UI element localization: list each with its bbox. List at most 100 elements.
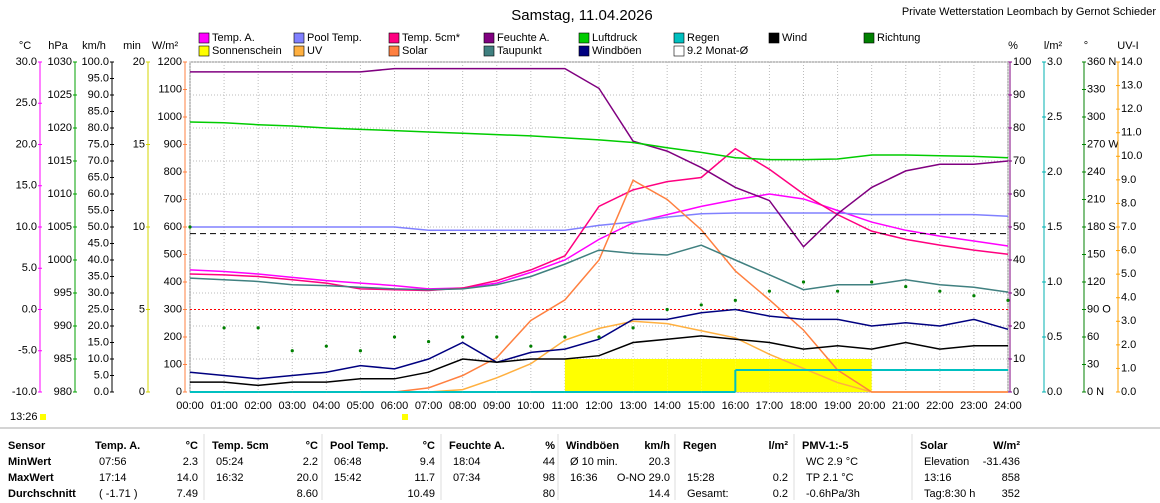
y-tick-label: 0 N xyxy=(1087,386,1104,398)
x-tick-label: 10:00 xyxy=(517,400,545,412)
x-tick-label: 21:00 xyxy=(892,400,920,412)
cell-value: 14.0 xyxy=(177,472,198,484)
cell-label: 15:28 xyxy=(687,472,715,484)
y-tick-label: 700 xyxy=(164,193,182,205)
axis-title: ° xyxy=(1084,40,1088,52)
y-tick-label: 2.5 xyxy=(1047,111,1062,123)
legend-swatch xyxy=(578,32,590,44)
legend-label: Taupunkt xyxy=(497,45,542,57)
x-tick-label: 18:00 xyxy=(790,400,818,412)
y-tick-label: 900 xyxy=(164,138,182,150)
series-line xyxy=(190,212,1009,232)
legend-label: UV xyxy=(307,45,323,57)
cell-label: 18:04 xyxy=(453,456,481,468)
legend-swatch xyxy=(198,45,210,57)
y-tick-label: 1.0 xyxy=(1121,362,1136,374)
direction-dot xyxy=(256,326,260,330)
cell-value: 2.3 xyxy=(183,456,198,468)
direction-dot xyxy=(461,335,465,339)
y-tick-label: 1000 xyxy=(158,111,182,123)
y-tick-label: 210 xyxy=(1087,193,1105,205)
direction-dot xyxy=(290,349,294,353)
cell-label: -0.6hPa/3h xyxy=(806,488,860,500)
y-tick-label: 1200 xyxy=(158,56,182,68)
x-tick-label: 00:00 xyxy=(176,400,204,412)
cell-value: 44 xyxy=(543,456,555,468)
legend-label: Luftdruck xyxy=(592,32,638,44)
x-tick-label: 19:00 xyxy=(824,400,852,412)
cell-value: O-NO 29.0 xyxy=(617,472,670,484)
direction-dot xyxy=(665,307,669,312)
cell-label: 07:34 xyxy=(453,472,481,484)
y-tick-label: 15.0 xyxy=(88,336,109,348)
x-tick-label: 14:00 xyxy=(653,400,681,412)
y-tick-label: 11.0 xyxy=(1121,127,1142,139)
y-tick-label: 1015 xyxy=(48,155,72,167)
y-tick-label: 8.0 xyxy=(1121,197,1136,209)
cell-value: 7.49 xyxy=(177,488,198,500)
legend-swatch xyxy=(293,45,305,57)
x-tick-label: 02:00 xyxy=(244,400,272,412)
sunshine-bar xyxy=(564,359,599,392)
x-tick-label: 04:00 xyxy=(313,400,341,412)
row-label: Durchschnitt xyxy=(8,488,76,500)
cell-label: 16:36 xyxy=(570,472,598,484)
direction-dot xyxy=(631,326,635,330)
axis-title: km/h xyxy=(82,40,106,52)
current-time: 13:26 xyxy=(10,411,38,423)
cell-value: 8.60 xyxy=(297,488,318,500)
cell-label: TP 2.1 °C xyxy=(806,472,854,484)
y-tick-label: 10.0 xyxy=(1121,150,1142,162)
direction-dot xyxy=(733,298,737,302)
axis-title: hPa xyxy=(48,40,68,52)
y-tick-label: 360 N xyxy=(1087,56,1116,68)
y-tick-label: 600 xyxy=(164,221,182,233)
cell-label: Elevation xyxy=(924,456,969,468)
column-header: Temp. 5cm xyxy=(212,440,269,452)
direction-dot xyxy=(835,289,840,293)
x-tick-label: 24:00 xyxy=(994,400,1022,412)
series-line xyxy=(190,67,1009,248)
y-tick-label: 2.0 xyxy=(1121,339,1136,351)
y-tick-label: 9.0 xyxy=(1121,174,1136,186)
column-header: Pool Temp. xyxy=(330,440,388,452)
cell-label: Tag:8:30 h xyxy=(924,488,975,500)
x-tick-label: 13:00 xyxy=(619,400,647,412)
y-tick-label: 3.0 xyxy=(1047,56,1062,68)
y-tick-label: 200 xyxy=(164,331,182,343)
column-header: Feuchte A. xyxy=(449,440,505,452)
series-line xyxy=(190,335,1008,387)
y-tick-label: 5.0 xyxy=(1121,268,1136,280)
series-line xyxy=(189,121,1009,161)
sunshine-bar xyxy=(735,359,770,392)
cell-value: 20.3 xyxy=(649,456,670,468)
x-tick-label: 22:00 xyxy=(926,400,954,412)
direction-dot xyxy=(324,344,328,348)
sunshine-bar xyxy=(599,359,634,392)
cell-label: ( -1.71 ) xyxy=(99,488,138,500)
x-tick-label: 03:00 xyxy=(278,400,306,412)
row-label: MaxWert xyxy=(8,472,54,484)
y-tick-label: 90.0 xyxy=(88,89,109,101)
y-tick-label: 45.0 xyxy=(88,237,109,249)
cell-label: Gesamt: xyxy=(687,488,729,500)
y-tick-label: 30.0 xyxy=(88,287,109,299)
cell-label: WC 2.9 °C xyxy=(806,456,858,468)
y-tick-label: 55.0 xyxy=(88,204,109,216)
y-tick-label: 1.5 xyxy=(1047,221,1062,233)
y-tick-label: 100 xyxy=(164,358,182,370)
y-tick-label: 995 xyxy=(54,287,72,299)
y-tick-label: 1030 xyxy=(48,56,72,68)
y-tick-label: 25.0 xyxy=(16,97,37,109)
series-line xyxy=(189,147,1009,292)
y-tick-label: 10 xyxy=(133,221,145,233)
direction-dot xyxy=(222,326,226,330)
cell-value: -31.436 xyxy=(983,456,1020,468)
chart-title: Samstag, 11.04.2026 xyxy=(511,7,653,24)
y-tick-label: 80 xyxy=(1013,122,1025,134)
cell-value: 14.4 xyxy=(649,488,670,500)
y-tick-label: 20.0 xyxy=(88,320,109,332)
legend-label: Feuchte A. xyxy=(497,32,550,44)
y-tick-label: 100.0 xyxy=(81,56,109,68)
y-tick-label: 150 xyxy=(1087,248,1105,260)
